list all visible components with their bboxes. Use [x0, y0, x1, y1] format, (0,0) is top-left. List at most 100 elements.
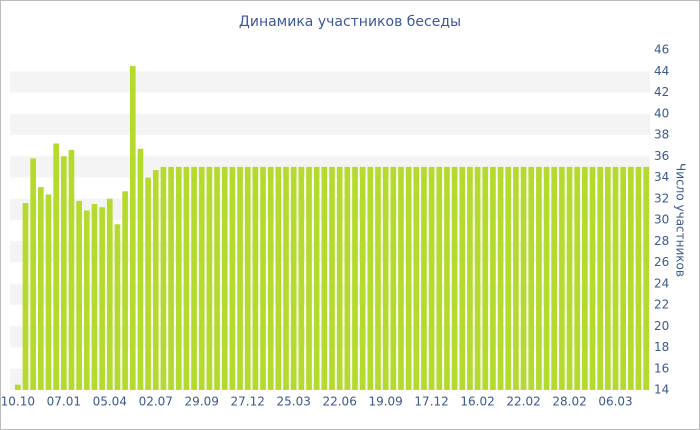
bar	[191, 166, 197, 390]
y-tick-label: 24	[654, 276, 669, 290]
bar	[290, 166, 297, 390]
bar	[597, 166, 604, 390]
bar	[168, 166, 174, 390]
bar	[114, 224, 121, 390]
y-tick-label: 44	[654, 64, 669, 78]
bar	[53, 143, 59, 390]
bar	[405, 166, 412, 390]
y-tick-label: 18	[654, 340, 669, 354]
bar	[106, 198, 113, 390]
bar	[513, 166, 519, 390]
y-axis-label: Число участников	[674, 163, 688, 277]
x-tick-label: 28.02	[552, 395, 586, 409]
bar	[83, 210, 90, 390]
y-tick-label: 42	[654, 85, 669, 99]
bar	[152, 170, 159, 390]
bar	[14, 384, 21, 390]
y-tick-label: 40	[654, 106, 669, 120]
bar	[459, 166, 466, 390]
bar	[214, 166, 220, 390]
bar	[122, 191, 128, 390]
bar	[298, 166, 305, 390]
x-tick-label: 02.07	[139, 395, 173, 409]
bar	[275, 166, 282, 390]
bar	[421, 166, 427, 390]
x-tick-label: 05.04	[93, 395, 127, 409]
bar	[336, 166, 343, 390]
bar	[482, 166, 489, 390]
bar	[45, 194, 52, 390]
bar	[635, 166, 642, 390]
y-tick-label: 22	[654, 298, 669, 312]
bar	[22, 203, 29, 390]
bar	[221, 166, 228, 390]
bar	[543, 166, 550, 390]
x-tick-label: 19.09	[368, 395, 402, 409]
y-tick-label: 32	[654, 191, 669, 205]
bar	[382, 166, 389, 390]
x-tick-label: 16.02	[460, 395, 494, 409]
bar	[444, 166, 450, 390]
bar	[229, 166, 236, 390]
bar	[620, 166, 627, 390]
bar	[505, 166, 512, 390]
y-tick-label: 36	[654, 149, 669, 163]
bar	[628, 166, 634, 390]
bar	[605, 166, 611, 390]
bar	[137, 148, 144, 390]
bar	[344, 166, 351, 390]
bar	[559, 166, 565, 390]
x-tick-label: 07.01	[47, 395, 81, 409]
x-tick-label: 25.03	[277, 395, 311, 409]
bar	[436, 166, 443, 390]
y-tick-label: 34	[654, 170, 669, 184]
x-tick-label: 22.02	[506, 395, 540, 409]
bar	[612, 166, 619, 390]
bar	[566, 166, 573, 390]
bar	[68, 149, 75, 390]
bar	[551, 166, 558, 390]
bar	[30, 158, 36, 390]
bar	[329, 166, 335, 390]
grid-band	[10, 113, 650, 135]
bar	[520, 166, 527, 390]
bar	[428, 166, 435, 390]
bar	[413, 166, 420, 390]
bar	[76, 200, 82, 390]
y-tick-label: 46	[654, 43, 669, 57]
bar	[313, 166, 320, 390]
y-tick-label: 16	[654, 361, 669, 375]
bar	[244, 166, 251, 390]
y-tick-label: 28	[654, 234, 669, 248]
bar	[490, 166, 496, 390]
bar	[306, 166, 312, 390]
grid-band	[10, 71, 650, 93]
bar	[398, 166, 404, 390]
bar	[497, 166, 504, 390]
bar	[129, 65, 136, 390]
bar	[367, 166, 374, 390]
y-tick-label: 30	[654, 213, 669, 227]
bar	[91, 204, 98, 390]
bar	[352, 166, 358, 390]
bar	[582, 166, 588, 390]
bar	[175, 166, 182, 390]
x-tick-label: 10.10	[1, 395, 35, 409]
y-tick-label: 38	[654, 128, 669, 142]
bar	[145, 177, 151, 390]
x-tick-label: 29.09	[185, 395, 219, 409]
bar	[574, 166, 581, 390]
bar	[260, 166, 266, 390]
bar	[160, 166, 167, 390]
bar	[99, 207, 105, 390]
x-tick-label: 27.12	[231, 395, 265, 409]
bar	[37, 187, 44, 390]
bar	[390, 166, 397, 390]
y-tick-label: 26	[654, 255, 669, 269]
bar	[536, 166, 542, 390]
bar	[643, 166, 650, 390]
bar	[283, 166, 289, 390]
bar	[451, 166, 458, 390]
